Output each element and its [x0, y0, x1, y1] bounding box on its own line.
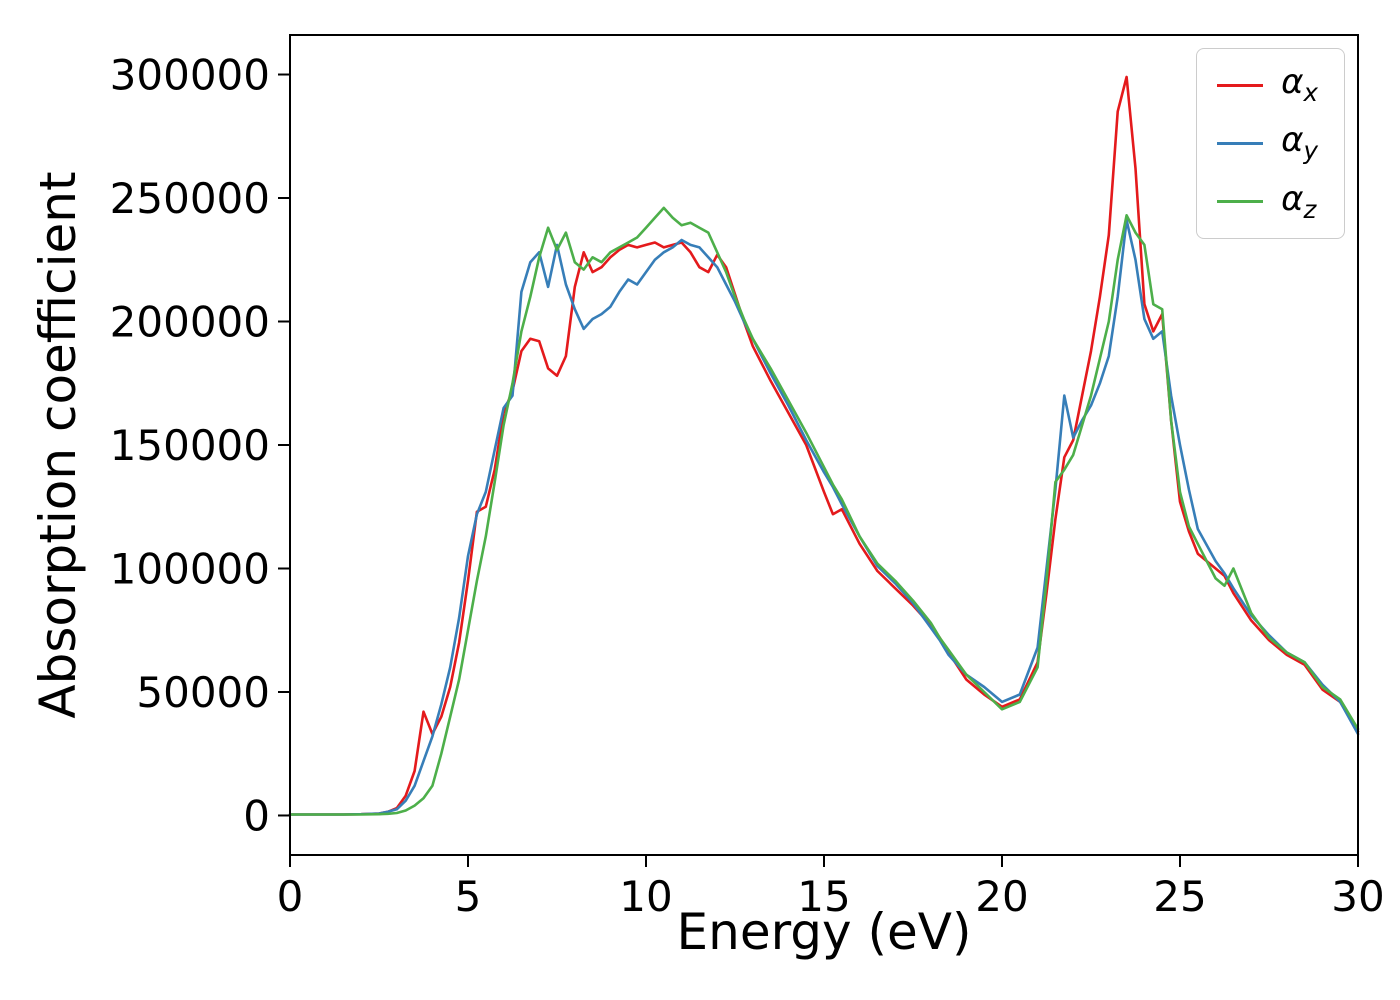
- x-tick-label: 25: [1153, 872, 1206, 921]
- legend-line-alpha-x: [1217, 83, 1264, 87]
- y-tick-label: 100000: [110, 544, 270, 593]
- legend-label-alpha-x: αx: [1281, 65, 1318, 105]
- legend-item-alpha-y: αy: [1217, 123, 1318, 163]
- series-line-alpha_z: [288, 206, 1360, 816]
- x-tick-label: 10: [619, 872, 672, 921]
- series-line-alpha_y: [288, 218, 1360, 816]
- alpha-symbol: α: [1281, 178, 1304, 219]
- legend-label-alpha-z: αz: [1281, 182, 1316, 222]
- y-tick-label: 150000: [110, 421, 270, 470]
- y-tick-label: 50000: [136, 668, 270, 717]
- legend-line-alpha-z: [1217, 200, 1264, 204]
- alpha-subscript-y: y: [1303, 136, 1318, 166]
- alpha-subscript-z: z: [1303, 194, 1317, 224]
- y-tick-label: 0: [243, 791, 270, 840]
- y-tick-label: 200000: [110, 298, 270, 347]
- alpha-subscript-x: x: [1303, 77, 1318, 107]
- y-tick-label: 250000: [110, 174, 270, 223]
- x-tick-label: 5: [455, 872, 482, 921]
- x-tick-label: 20: [975, 872, 1028, 921]
- legend-line-alpha-y: [1217, 141, 1264, 145]
- y-tick-label: 300000: [110, 51, 270, 100]
- x-tick-label: 0: [277, 872, 304, 921]
- alpha-symbol: α: [1281, 120, 1304, 161]
- alpha-symbol: α: [1281, 62, 1304, 102]
- legend-label-alpha-y: αy: [1281, 123, 1318, 163]
- legend-item-alpha-z: αz: [1217, 182, 1318, 222]
- y-axis-label: Absorption coefficient: [29, 171, 87, 719]
- legend-item-alpha-x: αx: [1217, 65, 1318, 105]
- legend: αx αy αz: [1196, 48, 1345, 239]
- x-axis-label: Energy (eV): [676, 903, 972, 961]
- x-tick-label: 30: [1331, 872, 1384, 921]
- series-line-alpha_x: [288, 75, 1360, 816]
- x-tick-label: 15: [797, 872, 850, 921]
